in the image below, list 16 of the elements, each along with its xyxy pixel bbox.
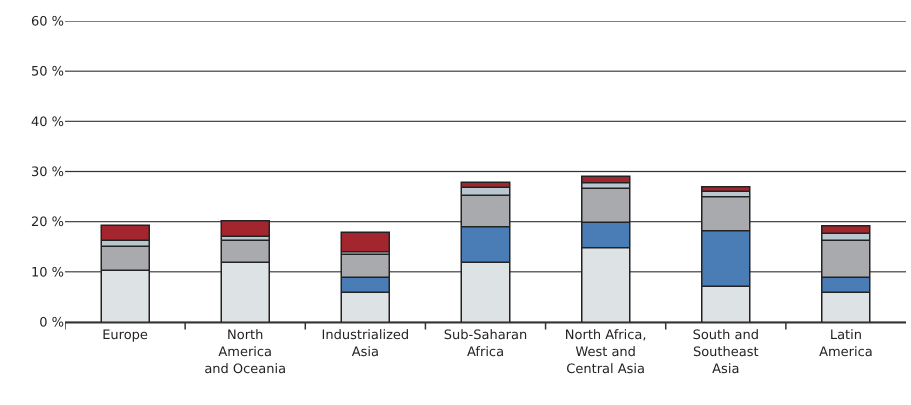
- y-tick-label: 60 %: [30, 14, 64, 30]
- x-tick-label: South and Southeast Asia: [692, 328, 759, 377]
- x-tick-label: North Africa, West and Central Asia: [564, 328, 646, 377]
- x-tick-label: Industrialized Asia: [322, 328, 410, 360]
- y-tick-label: 40 %: [30, 114, 64, 130]
- y-tick-label: 50 %: [30, 64, 64, 80]
- y-tick-label: 0 %: [39, 316, 64, 331]
- x-tick-label: Sub-Saharan Africa: [444, 328, 528, 360]
- x-tick-label: Europe: [102, 328, 148, 344]
- bar: [340, 231, 390, 253]
- x-tick-label: Latin America: [819, 328, 873, 360]
- y-tick-label: 30 %: [30, 165, 64, 180]
- y-tick-label: 20 %: [30, 215, 64, 230]
- y-tick-label: 10 %: [30, 265, 64, 280]
- x-tick-label: North America and Oceania: [204, 328, 286, 377]
- bar: [220, 220, 270, 237]
